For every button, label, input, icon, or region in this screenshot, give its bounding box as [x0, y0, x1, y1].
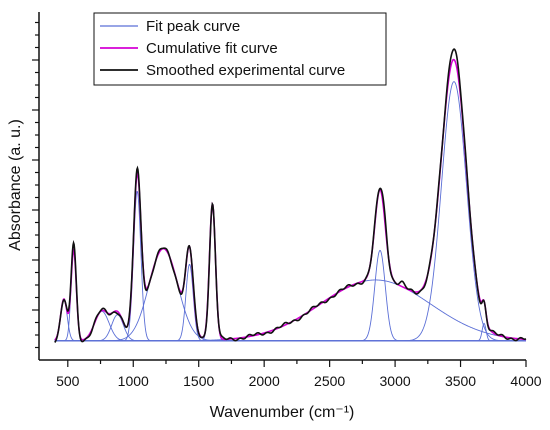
x-tick-label: 4000	[510, 373, 541, 389]
fit-peak-curve-11	[54, 81, 526, 342]
smoothed-experimental-curve	[54, 48, 527, 343]
y-axis-title: Absorbance (a. u.)	[7, 119, 24, 251]
legend: Fit peak curve Cumulative fit curve Smooth…	[93, 12, 387, 86]
x-axis-title: Wavenumber (cm⁻¹)	[210, 404, 355, 421]
x-tick-label: 1000	[118, 373, 149, 389]
fit-peak-curve-4	[54, 314, 526, 342]
x-tick-label: 3000	[380, 373, 411, 389]
x-tick-label: 2500	[314, 373, 345, 389]
fit-peak-curve-12	[54, 322, 526, 342]
fit-peak-curve-9	[54, 279, 527, 342]
legend-entries: Fit peak curve Cumulative fit curve Smooth…	[100, 18, 345, 79]
legend-label-1: Fit peak curve	[146, 18, 240, 35]
legend-label-2: Cumulative fit curve	[146, 40, 278, 57]
x-tick-label: 3500	[445, 373, 476, 389]
fit-peak-curve-5	[54, 191, 526, 342]
x-tick-label: 500	[56, 373, 80, 389]
plot-curves	[54, 48, 527, 343]
legend-box	[93, 12, 387, 86]
x-tick-label: 1500	[183, 373, 214, 389]
fit-peak-curve-8	[54, 203, 526, 342]
cumulative-fit-curve	[54, 58, 527, 341]
x-ticks: 500 1000 1500 2000 2500 3000 3500 4000	[56, 360, 542, 389]
y-ticks	[32, 21, 39, 349]
legend-label-3: Smoothed experimental curve	[146, 62, 345, 79]
x-tick-label: 2000	[249, 373, 280, 389]
axes: 500 1000 1500 2000 2500 3000 3500 4000	[32, 12, 542, 389]
